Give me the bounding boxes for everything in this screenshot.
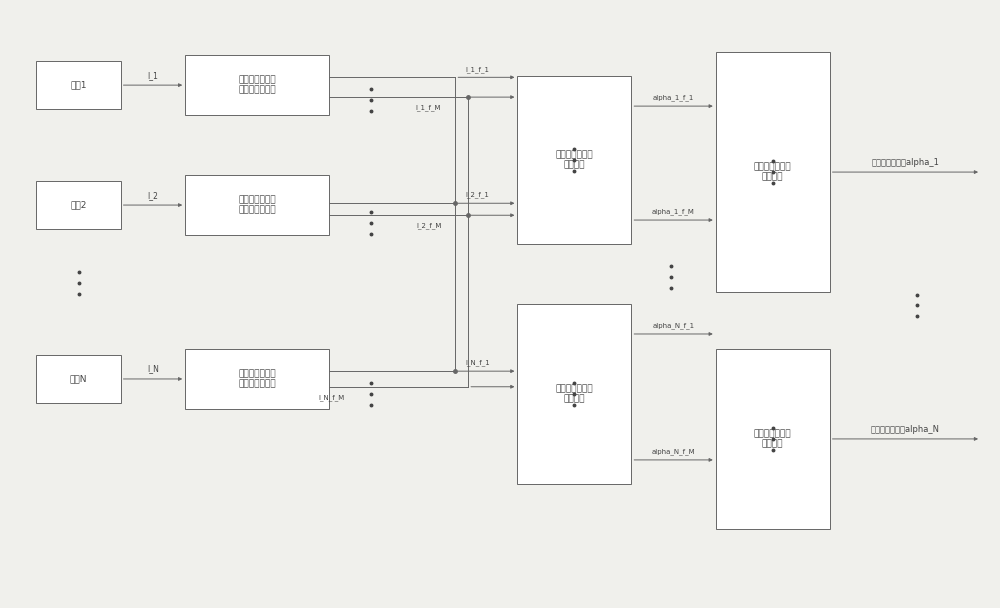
FancyBboxPatch shape — [36, 61, 121, 109]
FancyBboxPatch shape — [185, 55, 329, 115]
FancyBboxPatch shape — [185, 349, 329, 409]
Text: 通道N: 通道N — [70, 375, 87, 384]
Text: I_1_f_1: I_1_f_1 — [465, 66, 489, 72]
Text: 自适应变过系数alpha_N: 自适应变过系数alpha_N — [871, 424, 940, 434]
Text: I_2_f_1: I_2_f_1 — [465, 192, 489, 198]
Text: I_2_f_M: I_2_f_M — [416, 223, 441, 229]
Text: I_N: I_N — [147, 365, 159, 373]
FancyBboxPatch shape — [716, 349, 830, 529]
Text: I_2: I_2 — [147, 191, 158, 199]
Text: 用于多频率子带
分解的滤波器组: 用于多频率子带 分解的滤波器组 — [238, 369, 276, 389]
Text: I_N_f_1: I_N_f_1 — [465, 359, 490, 367]
Text: 自适应变过系数
融合模块: 自适应变过系数 融合模块 — [754, 429, 792, 449]
Text: alpha_1_f_1: alpha_1_f_1 — [653, 94, 694, 101]
FancyBboxPatch shape — [36, 355, 121, 403]
FancyBboxPatch shape — [185, 175, 329, 235]
Text: I_N_f_M: I_N_f_M — [318, 394, 345, 401]
Text: 用于多频率子带
分解的滤波器组: 用于多频率子带 分解的滤波器组 — [238, 195, 276, 215]
Text: alpha_1_f_M: alpha_1_f_M — [652, 208, 695, 215]
Text: 用于多频率子带
分解的滤波器组: 用于多频率子带 分解的滤波器组 — [238, 75, 276, 95]
Text: 通道2: 通道2 — [70, 201, 87, 210]
FancyBboxPatch shape — [517, 76, 631, 244]
Text: 自适应变过系数alpha_1: 自适应变过系数alpha_1 — [871, 157, 939, 167]
Text: 自适应变过系数
融合模块: 自适应变过系数 融合模块 — [754, 162, 792, 182]
Text: alpha_N_f_M: alpha_N_f_M — [652, 447, 695, 455]
Text: I_1_f_M: I_1_f_M — [416, 105, 441, 111]
FancyBboxPatch shape — [716, 52, 830, 292]
FancyBboxPatch shape — [517, 304, 631, 484]
FancyBboxPatch shape — [36, 181, 121, 229]
Text: I_1: I_1 — [147, 71, 158, 80]
Text: 通道1: 通道1 — [70, 81, 87, 89]
Text: alpha_N_f_1: alpha_N_f_1 — [652, 322, 695, 328]
Text: 自适应变过系数
计算模块: 自适应变过系数 计算模块 — [556, 150, 593, 170]
Text: 自适应变过系数
计算模块: 自适应变过系数 计算模块 — [556, 384, 593, 404]
